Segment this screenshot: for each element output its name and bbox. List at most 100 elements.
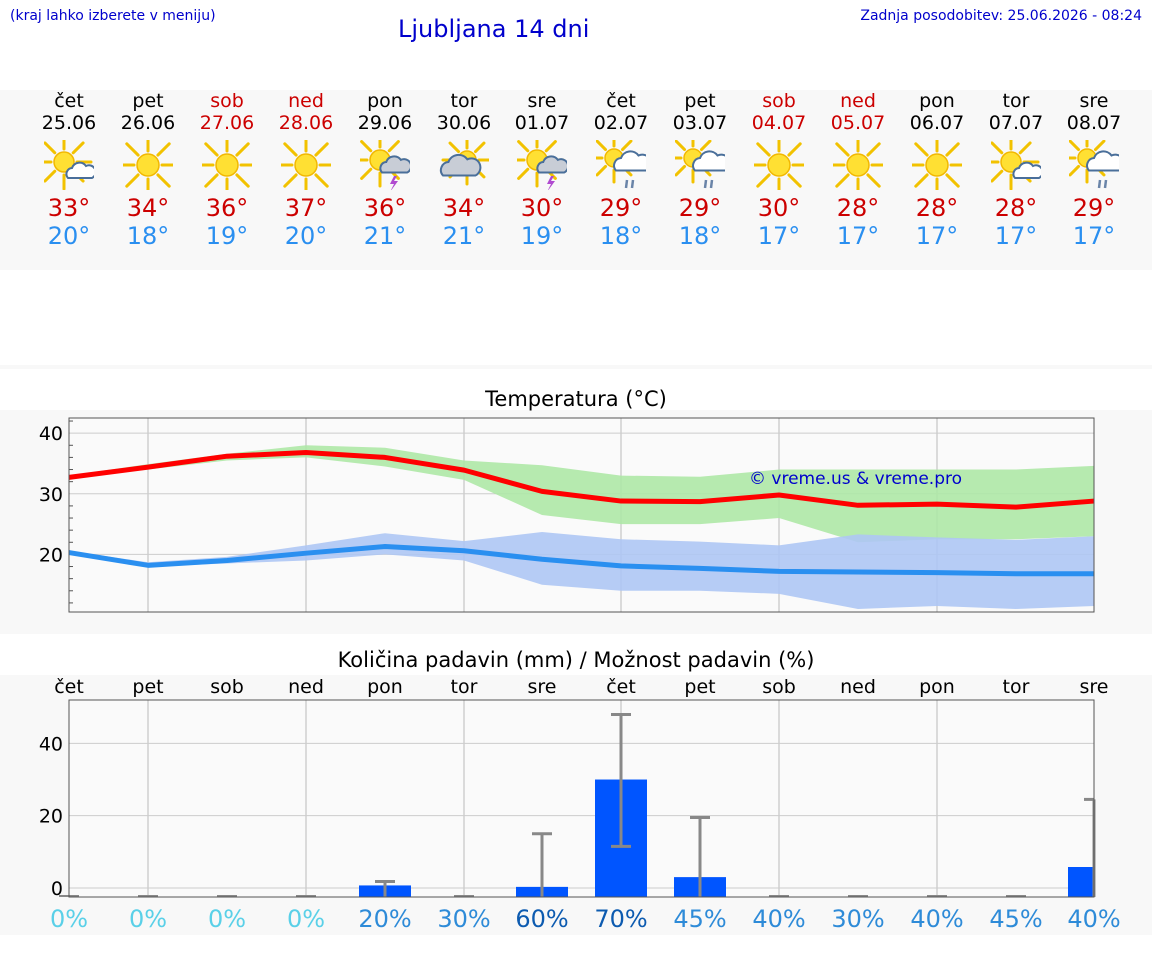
- day-name: sre: [527, 90, 557, 112]
- min-temperature: 18°: [599, 222, 643, 250]
- min-temperature: 20°: [284, 222, 328, 250]
- min-temperature: 17°: [1072, 222, 1116, 250]
- day-name: pet: [132, 90, 164, 112]
- sun-icon: [123, 140, 173, 190]
- day-name: čet: [54, 90, 84, 112]
- precipitation-probability: 0%: [208, 905, 246, 933]
- day-date: 06.07: [909, 112, 965, 134]
- min-temperature: 20°: [47, 222, 91, 250]
- day-label: čet: [54, 676, 84, 698]
- max-temperature: 34°: [126, 194, 170, 222]
- precipitation-probability: 70%: [594, 905, 647, 933]
- precipitation-chart: čet pet sob ned pon tor sre čet pet sob ned pon tor s…: [39, 676, 1121, 933]
- day-date: 03.07: [672, 112, 728, 134]
- day-label: pet: [132, 676, 163, 698]
- day-label: čet: [606, 676, 636, 698]
- max-temperature: 28°: [994, 194, 1038, 222]
- day-name: čet: [606, 90, 636, 112]
- day-name: sre: [1079, 90, 1109, 112]
- min-temperature: 21°: [363, 222, 407, 250]
- sun-icon: [912, 140, 962, 190]
- day-column: pet 26.06 34° 18°: [108, 90, 188, 250]
- min-temperature: 17°: [836, 222, 880, 250]
- temperature-chart-title: Temperatura (°C): [485, 387, 667, 411]
- day-column: pon 06.07 28° 17°: [897, 90, 977, 250]
- precipitation-probability: 0%: [129, 905, 167, 933]
- day-label: sob: [762, 676, 796, 698]
- day-name: tor: [1002, 90, 1030, 112]
- y-tick-label: 40: [39, 423, 63, 445]
- min-temperature: 19°: [205, 222, 249, 250]
- last-update: Zadnja posodobitev: 25.06.2026 - 08:24: [860, 8, 1142, 24]
- day-column: čet 02.07 29° 18°: [581, 90, 661, 250]
- sun-cloud-icon: [991, 140, 1041, 190]
- min-temperature: 17°: [994, 222, 1038, 250]
- plot-frame: [68, 699, 1095, 898]
- day-column: pet 03.07 29° 18°: [660, 90, 740, 250]
- day-date: 02.07: [593, 112, 649, 134]
- day-name: ned: [288, 90, 324, 112]
- day-date: 29.06: [357, 112, 413, 134]
- day-label: pon: [919, 676, 955, 698]
- day-name: pet: [684, 90, 716, 112]
- plot-frame: [68, 417, 1095, 613]
- min-temperature: 21°: [442, 222, 486, 250]
- max-temperature: 29°: [678, 194, 722, 222]
- day-date: 30.06: [436, 112, 492, 134]
- precipitation-probability: 0%: [287, 905, 325, 933]
- precipitation-probability: 20%: [358, 905, 411, 933]
- day-name: ned: [840, 90, 876, 112]
- day-label: ned: [840, 676, 876, 698]
- plot-area: [69, 700, 1094, 897]
- day-column: tor 30.06 34° 21°: [424, 90, 504, 250]
- day-column: pon 29.06 36° 21°: [345, 90, 425, 250]
- y-tick-label: 20: [39, 806, 63, 828]
- min-temperature: 18°: [678, 222, 722, 250]
- day-label: ned: [288, 676, 324, 698]
- daily-forecast-strip: čet 25.06 33° 20° pet 26.06 34° 18° sob 27.06 36° 1…: [0, 90, 1152, 270]
- max-temperature: 37°: [284, 194, 328, 222]
- day-name: pon: [919, 90, 955, 112]
- max-temperature: 36°: [363, 194, 407, 222]
- max-temperature: 30°: [757, 194, 801, 222]
- max-temperature: 36°: [205, 194, 249, 222]
- max-temperature: 29°: [599, 194, 643, 222]
- day-date: 08.07: [1066, 112, 1122, 134]
- min-temperature: 17°: [757, 222, 801, 250]
- sun-cloud-thunder-icon: [360, 140, 410, 190]
- section-divider: [0, 365, 1152, 369]
- day-label: pet: [684, 676, 715, 698]
- day-date: 27.06: [199, 112, 255, 134]
- day-name: pon: [367, 90, 403, 112]
- max-temperature: 30°: [520, 194, 564, 222]
- day-label: sre: [1080, 676, 1109, 698]
- day-column: sob 04.07 30° 17°: [739, 90, 819, 250]
- day-column: sre 08.07 29° 17°: [1054, 90, 1134, 250]
- y-tick-label: 40: [39, 733, 63, 755]
- day-date: 26.06: [120, 112, 176, 134]
- day-date: 05.07: [830, 112, 886, 134]
- day-column: ned 05.07 28° 17°: [818, 90, 898, 250]
- day-date: 07.07: [988, 112, 1044, 134]
- day-label: tor: [1003, 676, 1030, 698]
- day-label: sre: [528, 676, 557, 698]
- sun-cloud-icon: [44, 140, 94, 190]
- day-date: 04.07: [751, 112, 807, 134]
- max-temperature: 34°: [442, 194, 486, 222]
- min-temperature: 19°: [520, 222, 564, 250]
- day-column: sob 27.06 36° 19°: [187, 90, 267, 250]
- sun-icon: [281, 140, 331, 190]
- precipitation-probability: 40%: [910, 905, 963, 933]
- day-name: sob: [210, 90, 244, 112]
- watermark: © vreme.us & vreme.pro: [749, 469, 962, 489]
- sun-cloud-rain-icon: [675, 140, 725, 189]
- sun-overcast-icon: [439, 140, 489, 186]
- precipitation-probability: 30%: [437, 905, 490, 933]
- precipitation-probability: 40%: [1067, 905, 1120, 933]
- max-temperature: 28°: [836, 194, 880, 222]
- day-date: 28.06: [278, 112, 334, 134]
- sun-cloud-rain-icon: [596, 140, 646, 189]
- min-temperature: 17°: [915, 222, 959, 250]
- sun-icon: [833, 140, 883, 190]
- max-temperature: 33°: [47, 194, 91, 222]
